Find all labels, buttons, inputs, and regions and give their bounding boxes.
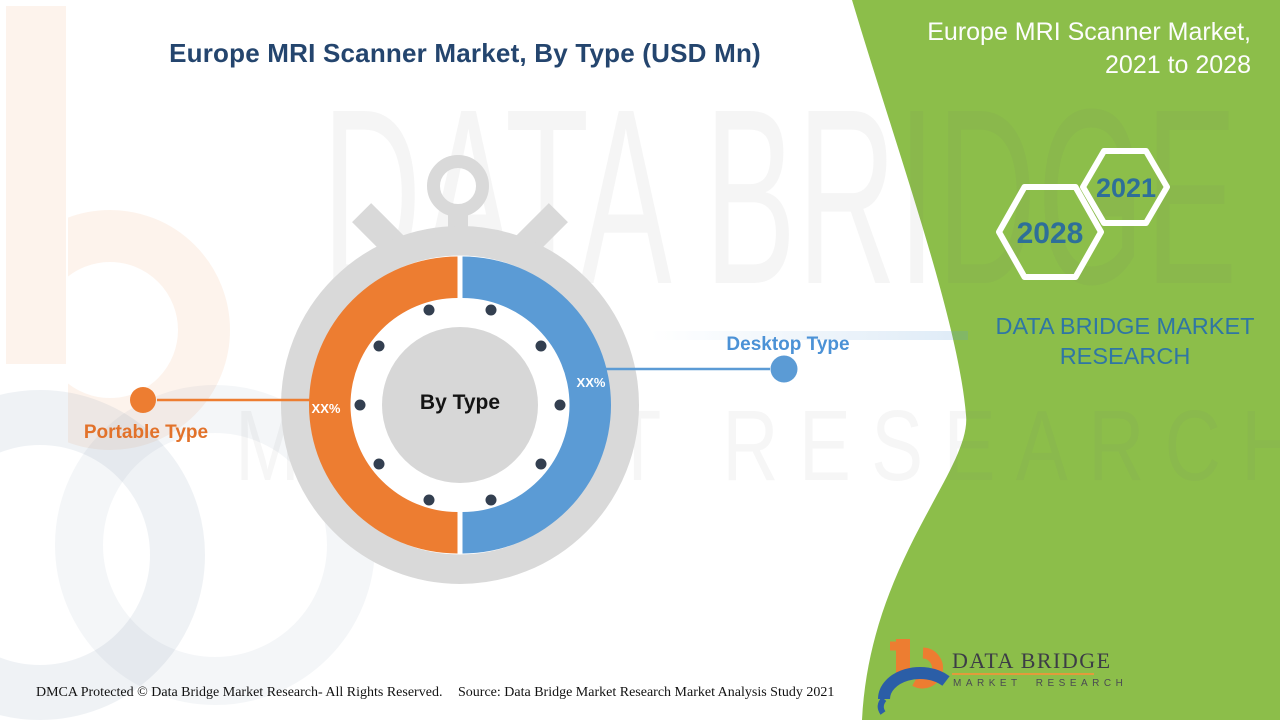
watermark-logo-b-stem — [6, 6, 66, 364]
value-label-portable: XX% — [311, 401, 341, 416]
year-label-2028: 2028 — [1016, 217, 1084, 250]
chart-title: Europe MRI Scanner Market, By Type (USD … — [169, 38, 761, 68]
logo-swoosh-icon — [878, 666, 950, 700]
hexagon-2021 — [1080, 148, 1170, 226]
donut-center-label: By Type — [419, 391, 501, 414]
company-name: DATA BRIDGE MARKET RESEARCH — [995, 313, 1255, 370]
slice-desktop-type — [462, 256, 611, 554]
logo-wordmark: DATA BRIDGE — [952, 648, 1112, 673]
panel-heading-line2: 2021 to 2028 — [1105, 51, 1251, 79]
legend-label-portable-type: Portable Type — [83, 422, 209, 443]
panel-heading: Europe MRI Scanner Market, 2021 to 2028 — [927, 16, 1251, 82]
stopwatch-bezel-ring — [281, 226, 639, 584]
slice-portable-type — [308, 256, 458, 554]
value-label-desktop: XX% — [576, 375, 606, 390]
highlight-band — [650, 331, 968, 340]
hexagon-2028 — [996, 184, 1104, 280]
logo-tagline: MARKET RESEARCH — [953, 678, 1128, 689]
dmca-notice: DMCA Protected © Data Bridge Market Rese… — [36, 685, 443, 700]
dial-center — [382, 327, 538, 483]
green-panel-shape — [852, 0, 1280, 720]
desktop-callout-dot — [770, 355, 798, 383]
logo-underline — [952, 673, 1094, 675]
portable-callout-dot — [130, 387, 156, 413]
year-label-2021: 2021 — [1095, 173, 1157, 203]
source-note: Source: Data Bridge Market Research Mark… — [458, 685, 835, 700]
logo-swoosh-tail — [877, 697, 887, 715]
panel-heading-line1: Europe MRI Scanner Market, — [927, 18, 1251, 46]
legend-label-desktop-type: Desktop Type — [726, 334, 850, 355]
dial-tick-dots — [354, 304, 566, 506]
